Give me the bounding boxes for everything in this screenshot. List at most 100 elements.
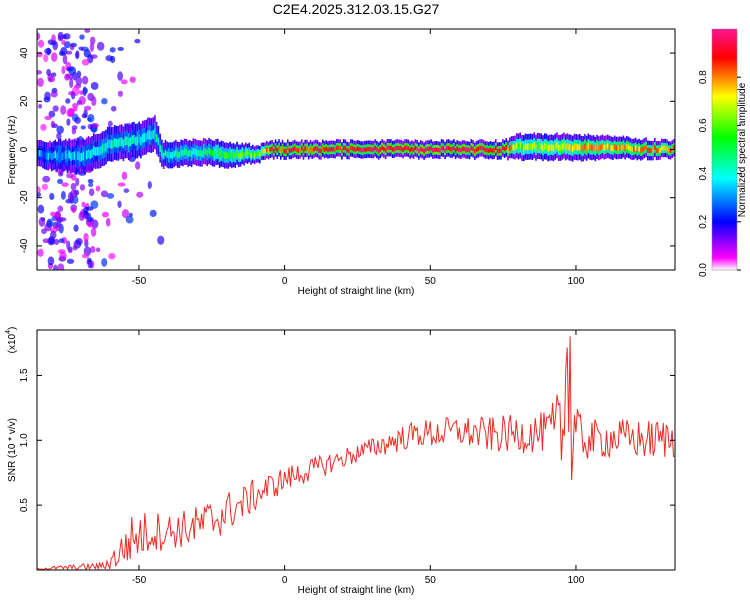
heatmap-cell: [456, 146, 459, 151]
heatmap-cell: [126, 136, 128, 146]
heatmap-cell: [37, 70, 43, 75]
heatmap-cell: [622, 143, 625, 150]
snr-frame: [36, 329, 676, 571]
heatmap-cell: [507, 148, 509, 153]
heatmap-cell: [245, 150, 247, 156]
heatmap-cell: [334, 147, 336, 152]
heatmap-cell: [358, 147, 361, 152]
heatmap-cell: [307, 148, 310, 153]
heatmap-cell: [57, 150, 60, 158]
heatmap-cell: [404, 145, 406, 151]
heatmap-cell: [418, 148, 420, 154]
heatmap-cell: [43, 152, 46, 159]
heatmap-cell: [321, 145, 324, 151]
heatmap-cell: [66, 153, 69, 162]
heatmap-cell: [66, 240, 71, 250]
heatmap-cell: [634, 145, 637, 151]
heatmap-cell: [547, 145, 549, 152]
heatmap-cell: [55, 222, 61, 232]
heatmap-cell: [106, 192, 115, 199]
heatmap-cell: [58, 238, 65, 244]
heatmap-cell: [276, 148, 279, 153]
heatmap-cell: [74, 116, 81, 124]
heatmap-cell: [56, 125, 64, 134]
heatmap-cell: [154, 128, 156, 137]
heatmap-cell: [542, 144, 544, 152]
heatmap-cell: [124, 136, 126, 146]
heatmap-cell: [267, 148, 270, 153]
heatmap-cell: [37, 39, 45, 48]
heatmap-cell: [50, 153, 53, 161]
heatmap-cell: [140, 136, 142, 146]
heatmap-cell: [439, 148, 441, 153]
heatmap-cell: [300, 145, 303, 151]
heatmap-cell: [545, 143, 548, 150]
heatmap-cell: [647, 148, 649, 153]
heatmap-cell: [395, 145, 397, 151]
heatmap-cell: [84, 29, 91, 33]
heatmap-cell: [486, 147, 488, 153]
heatmap-cell: [288, 148, 291, 153]
heatmap-cell: [253, 153, 256, 158]
heatmap-cell: [224, 152, 226, 159]
heatmap-cell: [517, 143, 520, 150]
heatmap-cell: [584, 143, 586, 150]
heatmap-cell: [407, 146, 410, 151]
heatmap-cell: [42, 151, 44, 159]
heatmap-cell: [325, 146, 328, 152]
heatmap-cell: [633, 146, 635, 152]
heatmap-cell: [299, 147, 301, 153]
heatmap-cell: [133, 134, 135, 144]
heatmap-cell: [189, 149, 191, 157]
heatmap-cell: [40, 123, 47, 131]
heatmap-cell: [95, 247, 101, 253]
heatmap-cell: [166, 151, 168, 158]
heatmap-cell: [461, 146, 464, 152]
heatmap-cell: [196, 149, 198, 157]
heatmap-cell: [468, 148, 471, 153]
heatmap-cell: [82, 151, 85, 161]
heatmap-cell: [243, 152, 245, 158]
heatmap-cell: [70, 182, 77, 191]
heatmap-cell: [466, 147, 469, 152]
heatmap-cell: [241, 150, 244, 157]
heatmap-cell: [293, 146, 296, 151]
heatmap-cell: [89, 150, 92, 159]
heatmap-cell: [453, 145, 455, 151]
snr-ticks: -50 0 50 100 0.5 1.0 1.5: [19, 330, 675, 586]
heatmap-cell: [69, 78, 74, 89]
heatmap-cell: [86, 257, 92, 262]
heatmap-cell: [248, 150, 251, 155]
heatmap-cell: [344, 146, 347, 151]
heatmap-cell: [42, 175, 51, 183]
heatmap-cell: [92, 146, 95, 155]
heatmap-cell: [37, 248, 44, 257]
heatmap-cell: [78, 46, 84, 51]
heatmap-cell: [68, 150, 71, 159]
heatmap-cell: [96, 41, 105, 51]
heatmap-cell: [61, 40, 66, 45]
heatmap-cell: [346, 148, 348, 153]
heatmap-cell: [362, 147, 364, 153]
heatmap-cell: [76, 70, 82, 78]
heatmap-cell: [480, 145, 483, 150]
heatmap-cell: [568, 144, 570, 151]
heatmap-cell: [173, 150, 175, 158]
heatmap-cell: [60, 190, 66, 200]
heatmap-cell: [290, 148, 293, 153]
heatmap-cell: [57, 178, 64, 185]
heatmap-cell: [430, 145, 432, 151]
heatmap-cell: [626, 143, 628, 150]
heatmap-cell: [65, 73, 70, 79]
heatmap-cell: [390, 145, 392, 150]
heatmap-cell: [147, 181, 152, 189]
heatmap-cell: [192, 148, 195, 155]
heatmap-cell: [182, 150, 184, 157]
heatmap-cell: [285, 149, 287, 154]
heatmap-cell: [115, 138, 118, 148]
heatmap-cell: [330, 146, 333, 152]
svg-text:(x104): (x104): [5, 327, 18, 354]
heatmap-cell: [309, 146, 312, 151]
heatmap-cell: [391, 147, 394, 152]
